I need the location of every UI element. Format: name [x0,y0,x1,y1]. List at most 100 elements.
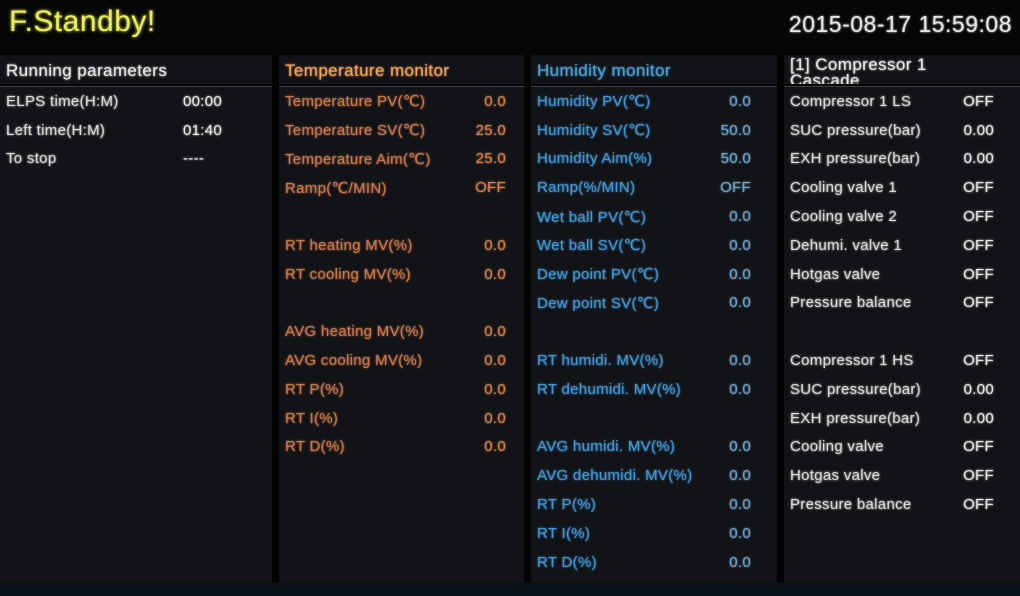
parameter-value: 0.0 [484,323,506,341]
parameter-value: 0.0 [729,524,751,542]
parameter-value: 0.00 [963,150,994,168]
parameter-label: SUC pressure(bar) [790,380,921,398]
clock-display: 2015-08-17 15:59:08 [788,11,1012,37]
parameter-value: OFF [963,467,994,485]
parameter-value: 0.0 [729,496,751,514]
parameter-row: Ramp(%/MIN) OFF [531,173,777,202]
status-title: F.Standby! [9,5,156,38]
parameter-label: RT heating MV(%) [285,236,413,254]
parameter-value: OFF [963,352,994,370]
parameter-row: Compressor 1 LS OFF [784,87,1020,116]
parameter-row: Dew point PV(℃) 0.0 [531,260,777,289]
parameter-row: Temperature SV(℃) 25.0 [279,116,524,145]
parameter-value: 0.0 [729,438,751,456]
parameter-value: 0.0 [729,467,751,485]
panel-header: Humidity monitor [531,55,777,86]
parameter-row: RT heating MV(%) 0.0 [279,231,524,260]
parameter-row: Cooling valve 2 OFF [784,202,1020,231]
parameter-value: 25.0 [475,121,506,139]
parameter-value: OFF [963,265,994,283]
parameter-value: 0.0 [484,236,506,254]
parameter-label: Compressor 1 LS [790,92,912,110]
parameter-value: 0.0 [729,92,751,110]
parameter-label: RT P(%) [285,380,345,398]
parameter-label: RT I(%) [285,409,339,427]
panel-body: Humidity PV(℃) 0.0 Humidity SV(℃) 50.0 Humid… [531,86,777,579]
panel-header: Temperature monitor [279,55,524,86]
parameter-row: Humidity SV(℃) 50.0 [531,116,777,145]
parameter-row: Temperature PV(℃) 0.0 [279,87,524,116]
parameter-row: Ramp(℃/MIN) OFF [279,173,524,202]
panel-body: ELPS time(H:M) 00:00 Left time(H:M) 01:40 To… [0,86,272,579]
parameter-row: Dehumi. valve 1 OFF [784,231,1020,260]
parameter-row [531,404,777,433]
panel-temperature-monitor: Temperature monitor Temperature PV(℃) 0.0… [279,55,524,582]
parameter-label: AVG dehumidi. MV(%) [537,467,693,485]
panel-compressor-cascade: [1] Compressor 1 Cascade Compressor 1 LS… [784,55,1020,582]
parameter-value: 0.0 [484,265,506,283]
parameter-row: Cooling valve 1 OFF [784,173,1020,202]
status-bar: F.Standby! 2015-08-17 15:59:08 [0,0,1020,55]
parameter-label: Humidity Aim(%) [537,150,653,168]
panel-container: Running parameters ELPS time(H:M) 00:00 Le… [0,55,1020,582]
parameter-row: ELPS time(H:M) 00:00 [0,87,272,116]
parameter-row: Dew point SV(℃) 0.0 [531,289,777,318]
parameter-label: AVG humidi. MV(%) [537,438,676,456]
parameter-label: Ramp(%/MIN) [537,179,636,197]
parameter-value: 0.0 [729,553,751,571]
parameter-row: Left time(H:M) 01:40 [0,116,272,145]
panel-title-line1: [1] Compressor 1 [790,55,927,74]
parameter-value: OFF [963,438,994,456]
parameter-value: ---- [183,150,205,168]
parameter-label: Cooling valve [790,438,884,456]
parameter-row: To stop ---- [0,145,272,174]
parameter-label: Pressure balance [790,496,912,514]
parameter-value: OFF [475,179,506,197]
parameter-label: RT D(%) [537,553,597,571]
parameter-row [784,317,1020,346]
panel-title: Temperature monitor [285,61,450,80]
parameter-row: Humidity Aim(%) 50.0 [531,145,777,174]
parameter-value: 0.00 [963,409,994,427]
parameter-row: SUC pressure(bar) 0.00 [784,375,1020,404]
panel-humidity-monitor: Humidity monitor Humidity PV(℃) 0.0 Humidi… [531,55,777,582]
parameter-label: Humidity PV(℃) [537,93,651,111]
parameter-row: RT humidi. MV(%) 0.0 [531,346,777,375]
parameter-label: Temperature PV(℃) [285,93,426,111]
parameter-label: RT I(%) [537,524,591,542]
panel-running-parameters: Running parameters ELPS time(H:M) 00:00 Le… [0,55,272,582]
parameter-label: RT D(%) [285,438,345,456]
parameter-label: Ramp(℃/MIN) [285,179,387,197]
parameter-value: 01:40 [183,121,223,139]
parameter-label: Hotgas valve [790,265,881,283]
parameter-label: Cooling valve 2 [790,208,898,226]
parameter-row: Cooling valve OFF [784,433,1020,462]
parameter-row: Wet ball SV(℃) 0.0 [531,231,777,260]
parameter-value: OFF [720,179,751,197]
parameter-row: RT cooling MV(%) 0.0 [279,260,524,289]
parameter-value: 0.0 [484,92,506,110]
parameter-value: OFF [963,496,994,514]
parameter-value: OFF [963,294,994,312]
parameter-label: Cooling valve 1 [790,179,898,197]
parameter-row: RT D(%) 0.0 [279,433,524,462]
parameter-label: RT P(%) [537,496,597,514]
panel-header-compressor-page-selector[interactable]: [1] Compressor 1 Cascade [784,55,1020,86]
parameter-row: AVG dehumidi. MV(%) 0.0 [531,461,777,490]
parameter-label: ELPS time(H:M) [6,92,119,110]
parameter-label: Wet ball SV(℃) [537,237,647,255]
parameter-label: Temperature Aim(℃) [285,150,431,168]
parameter-row: Hotgas valve OFF [784,461,1020,490]
parameter-value: 0.0 [729,352,751,370]
parameter-label: EXH pressure(bar) [790,150,921,168]
parameter-label: Humidity SV(℃) [537,122,651,140]
parameter-row: Compressor 1 HS OFF [784,346,1020,375]
parameter-row: Pressure balance OFF [784,289,1020,318]
parameter-value: OFF [963,236,994,254]
parameter-value: 0.0 [484,380,506,398]
parameter-row [531,317,777,346]
parameter-row: RT P(%) 0.0 [279,375,524,404]
parameter-label: Dew point SV(℃) [537,294,660,312]
parameter-label: RT humidi. MV(%) [537,352,664,370]
parameter-value: 25.0 [475,150,506,168]
